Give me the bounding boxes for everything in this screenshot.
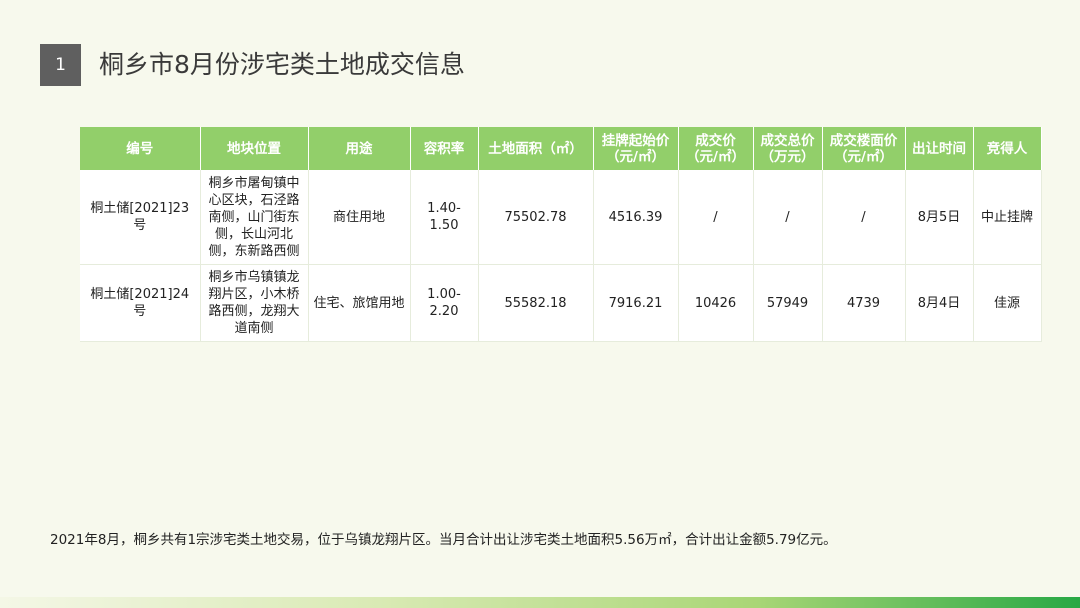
table-cell: 桐乡市屠甸镇中心区块，石泾路南侧，山门街东侧，长山河北侧，东新路西侧: [200, 170, 309, 265]
column-header: 土地面积（㎡）: [478, 127, 594, 170]
table-cell: 桐乡市乌镇镇龙翔片区，小木桥路西侧，龙翔大道南侧: [200, 264, 309, 342]
column-header: 出让时间: [905, 127, 974, 170]
summary-text: 2021年8月，桐乡共有1宗涉宅类土地交易，位于乌镇龙翔片区。当月合计出让涉宅类…: [50, 532, 837, 548]
table-cell: 8月5日: [905, 170, 974, 265]
table-cell: 桐土储[2021]23号: [80, 170, 201, 265]
table-cell: /: [753, 170, 823, 265]
table-cell: 75502.78: [478, 170, 594, 265]
table-cell: /: [678, 170, 754, 265]
table-cell: 中止挂牌: [973, 170, 1042, 265]
table-cell: 1.00-2.20: [410, 264, 479, 342]
column-header: 用途: [308, 127, 411, 170]
table-cell: 4739: [822, 264, 906, 342]
column-header: 挂牌起始价（元/㎡）: [593, 127, 679, 170]
table-cell: 住宅、旅馆用地: [308, 264, 411, 342]
table-cell: 10426: [678, 264, 754, 342]
column-header: 编号: [80, 127, 201, 170]
column-header: 竞得人: [973, 127, 1042, 170]
table-cell: /: [822, 170, 906, 265]
table-cell: 57949: [753, 264, 823, 342]
table-row: 桐土储[2021]24号 桐乡市乌镇镇龙翔片区，小木桥路西侧，龙翔大道南侧 住宅、旅…: [80, 264, 1042, 342]
table-cell: 商住用地: [308, 170, 411, 265]
table-cell: 55582.18: [478, 264, 594, 342]
column-header: 成交楼面价（元/㎡）: [822, 127, 906, 170]
page-title: 桐乡市8月份涉宅类土地成交信息: [99, 50, 465, 79]
table-cell: 桐土储[2021]24号: [80, 264, 201, 342]
table-cell: 佳源: [973, 264, 1042, 342]
table-cell: 8月4日: [905, 264, 974, 342]
table-row: 桐土储[2021]23号 桐乡市屠甸镇中心区块，石泾路南侧，山门街东侧，长山河北侧…: [80, 170, 1042, 265]
table-cell: 1.40-1.50: [410, 170, 479, 265]
column-header: 容积率: [410, 127, 479, 170]
section-number: 1: [40, 44, 81, 86]
table-cell: 7916.21: [593, 264, 679, 342]
land-transaction-table: 编号 地块位置 用途 容积率 土地面积（㎡） 挂牌起始价（元/㎡） 成交价（元/㎡） 成交总价…: [80, 127, 1042, 342]
decorative-gradient-bar: [0, 597, 1080, 608]
column-header: 成交总价（万元）: [753, 127, 823, 170]
column-header: 地块位置: [200, 127, 309, 170]
table-cell: 4516.39: [593, 170, 679, 265]
table-header-row: 编号 地块位置 用途 容积率 土地面积（㎡） 挂牌起始价（元/㎡） 成交价（元/㎡） 成交总价…: [80, 127, 1042, 170]
column-header: 成交价（元/㎡）: [678, 127, 754, 170]
